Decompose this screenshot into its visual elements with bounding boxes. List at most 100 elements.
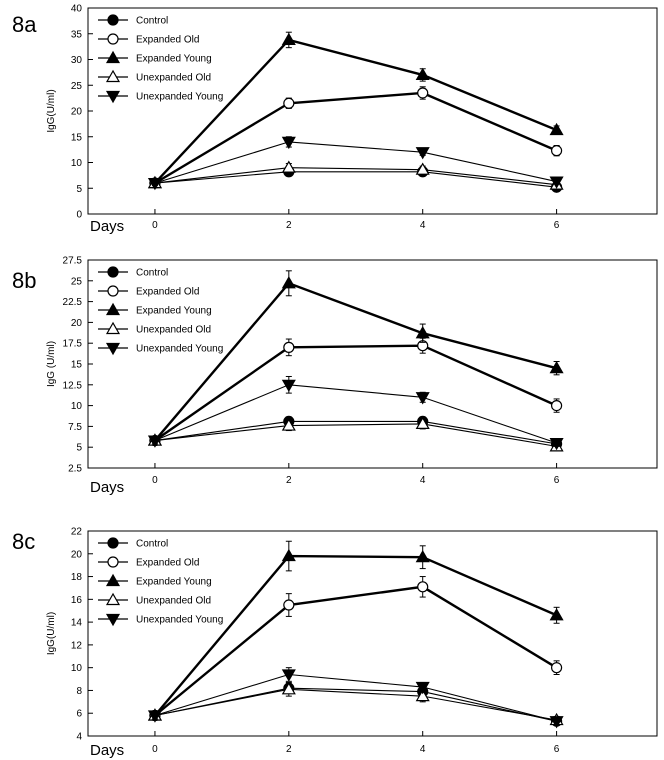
series-control bbox=[149, 415, 563, 450]
y-tick-label: 25 bbox=[71, 276, 83, 287]
series-line bbox=[154, 687, 557, 722]
series-expanded-young bbox=[147, 31, 564, 189]
data-point bbox=[549, 122, 564, 136]
legend-marker bbox=[105, 573, 121, 587]
data-point bbox=[147, 710, 162, 723]
y-tick-label: 8 bbox=[76, 686, 82, 697]
y-tick-label: 12 bbox=[71, 640, 83, 651]
legend-label: Control bbox=[136, 16, 168, 27]
x-tick-label: 0 bbox=[152, 220, 158, 231]
x-tick-label: 2 bbox=[286, 475, 292, 486]
data-point bbox=[283, 599, 295, 611]
series-line bbox=[154, 281, 557, 442]
data-point bbox=[415, 147, 430, 160]
legend-marker bbox=[107, 556, 119, 568]
legend-marker bbox=[105, 592, 121, 606]
data-point bbox=[281, 136, 296, 150]
legend-label: Unexpanded Young bbox=[136, 615, 223, 626]
legend-label: Control bbox=[136, 539, 168, 550]
legend-label: Expanded Young bbox=[136, 306, 212, 317]
panel-label: 8c bbox=[12, 529, 36, 554]
y-tick-label: 10 bbox=[71, 401, 83, 412]
legend-marker bbox=[107, 266, 119, 278]
data-point bbox=[281, 548, 296, 562]
legend-label: Control bbox=[136, 268, 168, 279]
plot-frame bbox=[87, 530, 658, 737]
y-tick-label: 20 bbox=[71, 318, 83, 329]
legend-marker bbox=[105, 302, 121, 316]
x-tick-label: 6 bbox=[554, 744, 560, 755]
data-point bbox=[415, 681, 430, 695]
y-axis-label: IgG(U/ml) bbox=[46, 89, 57, 132]
y-tick-label: 10 bbox=[71, 663, 83, 674]
legend-marker bbox=[107, 537, 119, 549]
legend: Control Expanded Old Expanded Young Unexpan… bbox=[98, 266, 223, 356]
y-axis-label: IgG(U/ml) bbox=[46, 612, 57, 655]
data-point bbox=[415, 162, 430, 175]
data-point bbox=[415, 326, 430, 339]
legend-label: Expanded Old bbox=[136, 558, 199, 569]
y-tick-label: 6 bbox=[76, 709, 82, 720]
x-tick-label: 2 bbox=[286, 220, 292, 231]
y-tick-label: 5 bbox=[76, 184, 82, 195]
series-unexpanded-young bbox=[147, 667, 564, 729]
y-axis-label: IgG (U/ml) bbox=[46, 341, 57, 387]
y-tick-label: 22.5 bbox=[63, 297, 83, 308]
series-expanded-young bbox=[147, 270, 564, 446]
panel-label: 8a bbox=[12, 12, 37, 37]
series-line bbox=[154, 423, 557, 447]
legend-marker bbox=[107, 14, 119, 26]
data-point bbox=[281, 669, 296, 682]
y-tick-label: 2.5 bbox=[68, 464, 82, 475]
y-tick-label: 35 bbox=[71, 29, 83, 40]
y-tick-label: 18 bbox=[71, 572, 83, 583]
legend-marker bbox=[105, 613, 121, 627]
x-tick-label: 4 bbox=[420, 220, 426, 231]
legend-label: Expanded Young bbox=[136, 577, 212, 588]
y-tick-label: 12.5 bbox=[63, 380, 83, 391]
chart-8a: 0 5 10 15 20 25 30 35 40 IgG(U/ml) 0 2 4 6 Days Control… bbox=[46, 4, 658, 235]
series-control bbox=[149, 166, 563, 193]
data-point bbox=[283, 97, 295, 109]
data-point bbox=[417, 87, 429, 99]
data-point bbox=[549, 608, 564, 621]
y-tick-label: 20 bbox=[71, 107, 83, 118]
x-tick-label: 4 bbox=[420, 475, 426, 486]
y-tick-label: 15 bbox=[71, 360, 83, 371]
y-tick-label: 14 bbox=[71, 618, 83, 629]
x-tick-label: 6 bbox=[554, 220, 560, 231]
data-point bbox=[550, 145, 563, 157]
series-line bbox=[154, 344, 558, 442]
y-tick-label: 7.5 bbox=[68, 422, 82, 433]
chart-panel-8c: 8c 4 6 8 10 12 14 16 18 20 22 IgG(U/ml) 0 2 4 6 Days Con… bbox=[0, 515, 664, 760]
legend: Control Expanded Old Expanded Young Unexpan… bbox=[98, 14, 223, 104]
chart-8c: 4 6 8 10 12 14 16 18 20 22 IgG(U/ml) 0 2 4 6 Days Contro… bbox=[46, 527, 658, 759]
data-point bbox=[147, 178, 162, 191]
y-tick-label: 5 bbox=[76, 443, 82, 454]
data-point bbox=[415, 392, 430, 405]
legend-marker bbox=[105, 50, 121, 64]
data-point bbox=[549, 176, 564, 189]
data-point bbox=[281, 32, 296, 46]
legend-label: Expanded Young bbox=[136, 54, 212, 65]
legend-label: Unexpanded Old bbox=[136, 73, 211, 84]
x-tick-label: 0 bbox=[152, 475, 158, 486]
y-tick-label: 20 bbox=[71, 549, 83, 560]
y-tick-label: 0 bbox=[76, 210, 82, 221]
series-line bbox=[154, 688, 557, 721]
series-unexpanded-young bbox=[147, 375, 564, 451]
legend-label: Unexpanded Young bbox=[136, 92, 223, 103]
series-line bbox=[154, 38, 558, 184]
data-point bbox=[550, 400, 563, 412]
chart-panel-8b: 8b 2.5 5 7.5 10 12.5 15 17.5 20 22.5 25 27.5 IgG (U… bbox=[0, 250, 664, 500]
series-line bbox=[154, 167, 557, 186]
data-point bbox=[415, 67, 430, 81]
data-point bbox=[281, 682, 296, 695]
data-point bbox=[549, 360, 564, 374]
x-axis-label: Days bbox=[90, 742, 124, 759]
y-tick-label: 22 bbox=[71, 527, 83, 538]
y-tick-label: 4 bbox=[76, 732, 82, 743]
series-expanded-old bbox=[149, 86, 563, 189]
x-tick-label: 2 bbox=[286, 744, 292, 755]
